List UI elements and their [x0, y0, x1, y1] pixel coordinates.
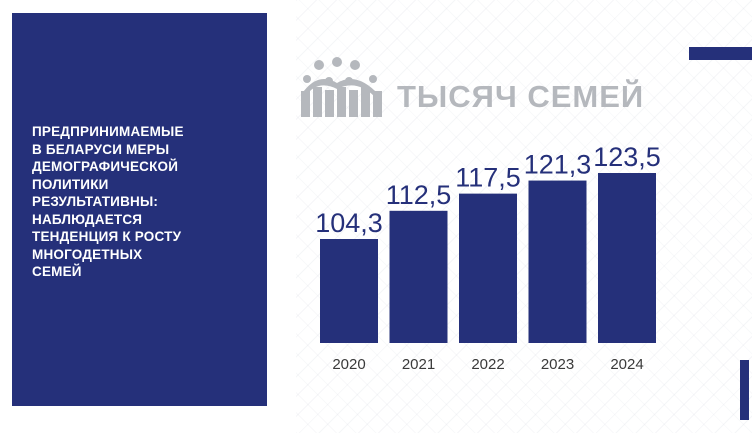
x-tick-2021: 2021	[402, 356, 435, 373]
panel-text-line: ПРЕДПРИНИМАЕМЫЕ	[32, 124, 184, 139]
panel-text-line: В БЕЛАРУСИ МЕРЫ	[32, 141, 170, 157]
data-label-2021: 112,5	[386, 180, 452, 210]
data-label-2023: 121,3	[524, 150, 592, 180]
panel-text: ПРЕДПРИНИМАЕМЫЕ В БЕЛАРУСИ МЕРЫ ДЕМОГРАФ…	[32, 123, 262, 281]
panel-text-line: ТЕНДЕНЦИЯ К РОСТУ	[32, 229, 182, 244]
panel-text-line: НАБЛЮДАЕТСЯ	[32, 211, 143, 227]
panel-text-line: МНОГОДЕТНЫХ	[32, 246, 143, 262]
panel-text-line: РЕЗУЛЬТАТИВНЫ:	[32, 194, 159, 209]
bar-2021	[389, 210, 448, 343]
background-pattern	[296, 0, 752, 433]
panel-text-line: СЕМЕЙ	[32, 264, 82, 279]
panel-text-line: ДЕМОГРАФИЧЕСКОЙ	[32, 159, 179, 174]
bar-2022	[459, 193, 517, 343]
x-tick-2023: 2023	[541, 356, 574, 373]
family-icon	[301, 57, 382, 117]
panel-text-line: ПОЛИТИКИ	[32, 176, 109, 192]
data-label-2024: 123,5	[593, 142, 661, 172]
bar-2020	[320, 239, 378, 343]
data-label-2020: 104,3	[315, 208, 383, 238]
accent-bar-top	[689, 47, 752, 60]
x-tick-2022: 2022	[471, 356, 504, 373]
data-label-2022: 117,5	[455, 163, 521, 193]
bar-2024	[598, 173, 656, 343]
bar-2023	[528, 180, 587, 343]
text-panel	[12, 13, 267, 406]
x-tick-2020: 2020	[332, 356, 365, 373]
chart-title: ТЫСЯЧ СЕМЕЙ	[397, 79, 645, 114]
x-tick-2024: 2024	[610, 356, 643, 373]
accent-bar-right	[740, 360, 749, 420]
